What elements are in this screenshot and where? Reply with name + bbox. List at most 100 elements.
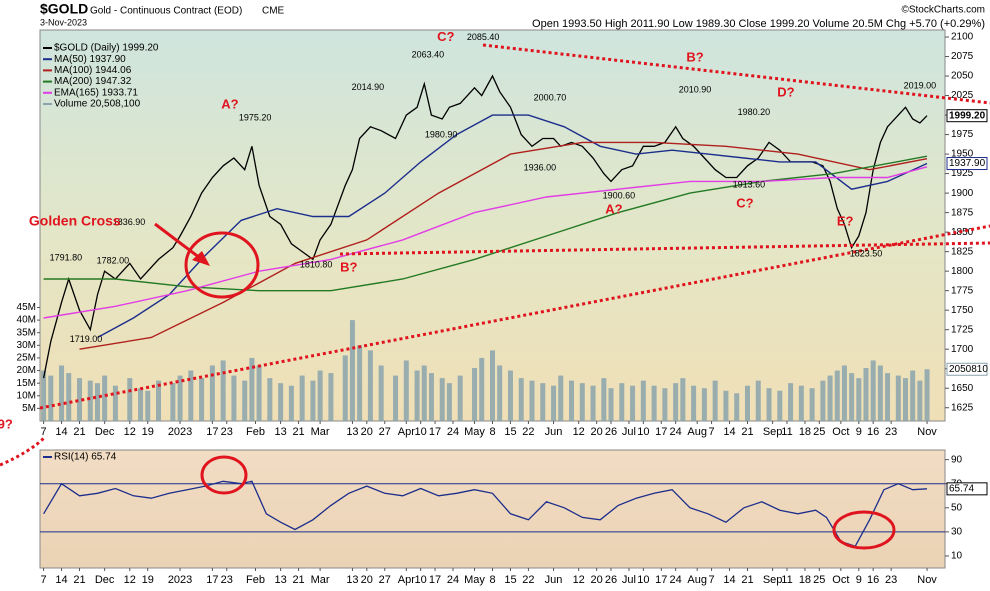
- y-tick-label: 1700: [951, 344, 974, 355]
- volume-bar: [421, 365, 427, 421]
- volume-bar: [328, 373, 334, 421]
- volume-bar: [590, 385, 596, 421]
- legend-label: MA(50) 1937.90: [54, 54, 126, 65]
- volume-bar: [662, 388, 668, 421]
- volume-bar: [870, 360, 876, 421]
- x-tick-label: 21: [292, 426, 304, 438]
- volume-bar: [924, 369, 930, 421]
- volume-bar: [630, 385, 636, 421]
- x-tick-label: 14: [55, 574, 67, 586]
- x-tick-label: 14: [55, 426, 67, 438]
- volume-bar: [48, 375, 54, 421]
- y-tick-label: 1925: [951, 168, 974, 179]
- annotation: Golden Cross: [29, 213, 121, 229]
- annotation: 2019.00: [904, 81, 937, 91]
- series-line: [43, 166, 928, 319]
- y2-tick-label: 20M: [17, 365, 36, 376]
- x-tick-label: Dec: [95, 574, 115, 586]
- y-tick-label: 1800: [951, 266, 974, 277]
- x-tick-label: Feb: [246, 426, 265, 438]
- x-tick-label: 10: [415, 426, 427, 438]
- value-tag: 65.74: [949, 483, 974, 494]
- volume-bar: [608, 388, 614, 421]
- x-tick-label: Oct: [832, 574, 849, 586]
- y2-tick-label: 40M: [17, 315, 36, 326]
- x-tick-label: 9: [856, 426, 862, 438]
- volume-bar: [428, 373, 434, 421]
- volume-bar: [170, 383, 176, 421]
- annotation: 1975.20: [239, 113, 272, 123]
- value-tag: 2050810: [949, 364, 988, 375]
- y-tick-label: 90: [951, 454, 963, 465]
- y-tick-label: 1775: [951, 285, 974, 296]
- volume-bar: [357, 345, 363, 421]
- volume-bar: [885, 373, 891, 421]
- volume-bar: [877, 365, 883, 421]
- x-tick-label: 19: [142, 426, 154, 438]
- x-tick-label: 27: [379, 574, 391, 586]
- x-tick-label: 10: [415, 574, 427, 586]
- x-tick-label: 16: [867, 574, 879, 586]
- y2-tick-label: 25M: [17, 353, 36, 364]
- x-tick-label: 20: [361, 574, 373, 586]
- x-tick-label: 21: [73, 574, 85, 586]
- volume-bar: [558, 375, 564, 421]
- volume-bar: [102, 375, 108, 421]
- volume-bar: [518, 378, 524, 421]
- x-tick-label: 24: [447, 574, 459, 586]
- volume-bar: [288, 385, 294, 421]
- volume-bar: [798, 385, 804, 421]
- x-tick-label: Jul: [622, 574, 636, 586]
- x-tick-label: 17: [206, 574, 218, 586]
- volume-bar: [177, 375, 183, 421]
- x-tick-label: 15: [504, 426, 516, 438]
- x-tick-label: 21: [741, 574, 753, 586]
- volume-bar: [209, 365, 215, 421]
- trend-line: [0, 435, 47, 467]
- date: 3-Nov-2023: [40, 17, 87, 27]
- annotation: 1936.00: [524, 163, 557, 173]
- circle-marker: [184, 231, 260, 299]
- y-tick-label: 10: [951, 551, 963, 562]
- y-tick-label: 2025: [951, 90, 974, 101]
- arrow: [154, 222, 201, 260]
- x-tick-label: 13: [274, 574, 286, 586]
- volume-bar: [59, 365, 65, 421]
- annotation: 1719.00: [70, 334, 103, 344]
- value-tag: 1937.90: [949, 158, 986, 169]
- volume-bar: [393, 375, 399, 421]
- volume-bar: [414, 370, 420, 421]
- x-tick-label: Jun: [545, 574, 563, 586]
- x-tick-label: 25: [813, 574, 825, 586]
- circle-marker: [832, 510, 896, 550]
- volume-bar: [497, 365, 503, 421]
- y-tick-label: 1975: [951, 129, 974, 140]
- annotation: 1980.20: [738, 107, 771, 117]
- x-tick-label: 27: [379, 426, 391, 438]
- annotation: 1913.60: [733, 180, 766, 190]
- volume-bar: [378, 365, 384, 421]
- volume-bar: [529, 380, 535, 421]
- x-tick-label: 21: [73, 426, 85, 438]
- volume-bar: [809, 388, 815, 421]
- x-tick-label: Feb: [246, 574, 265, 586]
- value-tag-box: [946, 362, 988, 376]
- series-line: [43, 480, 928, 548]
- annotation: A?: [605, 202, 622, 217]
- x-tick-label: 14: [723, 426, 735, 438]
- volume-bar: [457, 375, 463, 421]
- annotation: 1980.90: [425, 130, 458, 140]
- x-tick-label: 17: [429, 426, 441, 438]
- x-tick-label: May: [464, 574, 485, 586]
- x-tick-label: 7: [41, 574, 47, 586]
- volume-bar: [734, 393, 740, 421]
- circle-marker: [200, 455, 248, 495]
- x-tick-label: 18: [799, 574, 811, 586]
- volume-bar: [87, 380, 93, 421]
- y-tick-label: 1900: [951, 188, 974, 199]
- volume-bar: [691, 385, 697, 421]
- volume-bar: [439, 378, 445, 421]
- volume-bar: [403, 360, 409, 421]
- annotation: 2063.40: [412, 49, 445, 59]
- volume-bar: [601, 378, 607, 421]
